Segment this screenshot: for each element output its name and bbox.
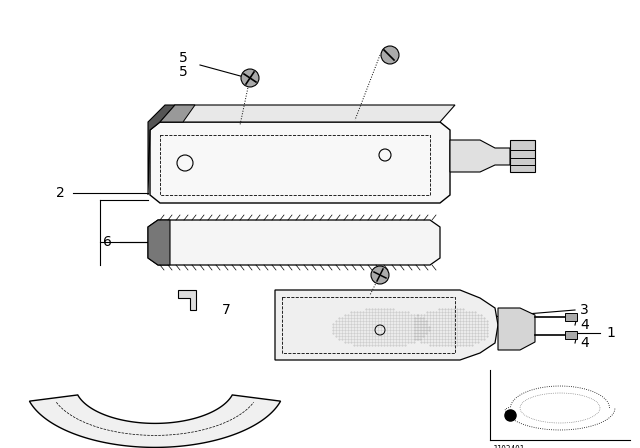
Text: JJ03401: JJ03401	[493, 445, 525, 448]
Polygon shape	[148, 220, 170, 265]
Text: 1: 1	[606, 326, 615, 340]
Text: 4: 4	[580, 318, 589, 332]
Polygon shape	[275, 290, 498, 360]
Bar	[565, 331, 577, 339]
Polygon shape	[510, 140, 535, 172]
Text: 2: 2	[56, 186, 65, 200]
Polygon shape	[498, 308, 535, 350]
Polygon shape	[29, 395, 280, 448]
Text: 5: 5	[179, 51, 188, 65]
Polygon shape	[178, 290, 196, 310]
Text: 6: 6	[103, 235, 112, 249]
Circle shape	[371, 266, 389, 284]
Polygon shape	[148, 105, 175, 195]
Polygon shape	[160, 105, 455, 122]
Text: 4: 4	[580, 336, 589, 350]
Polygon shape	[150, 122, 450, 203]
Text: 3: 3	[580, 303, 589, 317]
Circle shape	[241, 69, 259, 87]
Polygon shape	[450, 140, 510, 172]
Text: 7: 7	[222, 303, 231, 317]
Text: 5: 5	[179, 65, 188, 79]
Circle shape	[381, 46, 399, 64]
Polygon shape	[148, 220, 440, 265]
Bar	[565, 313, 577, 321]
Polygon shape	[160, 105, 195, 122]
